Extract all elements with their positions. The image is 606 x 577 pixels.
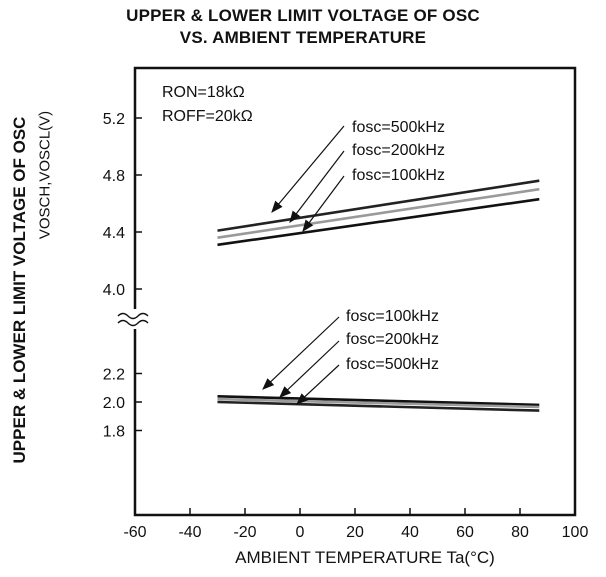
series-line-lower (217, 400, 540, 412)
condition-ron: RON=18kΩ (162, 84, 245, 101)
y-tick-label: 2.0 (103, 395, 125, 412)
annotation-arrow (289, 150, 345, 223)
y-tick-label: 1.8 (103, 424, 125, 441)
series-annotation-label: fosc=500kHz (352, 119, 445, 136)
annotation-arrow (302, 175, 345, 232)
series-annotation-label: fosc=100kHz (352, 167, 445, 184)
y-tick-label: 5.2 (103, 111, 125, 128)
y-tick-label: 4.8 (103, 168, 125, 185)
x-tick-label: -60 (123, 524, 146, 541)
annotation-arrow (279, 340, 340, 398)
x-tick-label: 40 (401, 524, 419, 541)
y-tick-label: 4.0 (103, 282, 125, 299)
series-annotation-label: fosc=200kHz (346, 331, 439, 348)
x-axis-label: AMBIENT TEMPERATURE Ta(°C) (235, 548, 495, 567)
series-annotation-label: fosc=500kHz (346, 356, 439, 373)
condition-roff: ROFF=20kΩ (162, 108, 253, 125)
x-tick-label: 80 (511, 524, 529, 541)
x-tick-label: -20 (233, 524, 256, 541)
x-tick-label: 20 (346, 524, 364, 541)
series-line-upper (217, 197, 540, 247)
chart-subtitle: VS. AMBIENT TEMPERATURE (179, 28, 427, 47)
series-annotation-label: fosc=100kHz (346, 308, 439, 325)
x-tick-label: -40 (178, 524, 201, 541)
axis-break-mark (117, 319, 149, 327)
series-line-lower (217, 395, 540, 407)
annotation-arrow (262, 316, 340, 390)
annotation-arrow (271, 125, 345, 213)
y-tick-label: 2.2 (103, 367, 125, 384)
axis-break-mark (117, 312, 149, 320)
annotation-arrow (296, 364, 340, 405)
x-tick-label: 100 (562, 524, 589, 541)
chart-title: UPPER & LOWER LIMIT VOLTAGE OF OSC (126, 6, 480, 25)
series-line-lower (217, 397, 540, 409)
series-line-upper (217, 179, 540, 232)
x-tick-label: 0 (296, 524, 305, 541)
y-tick-label: 4.4 (103, 225, 125, 242)
x-tick-label: 60 (456, 524, 474, 541)
series-annotation-label: fosc=200kHz (352, 142, 445, 159)
series-line-upper (217, 187, 540, 239)
